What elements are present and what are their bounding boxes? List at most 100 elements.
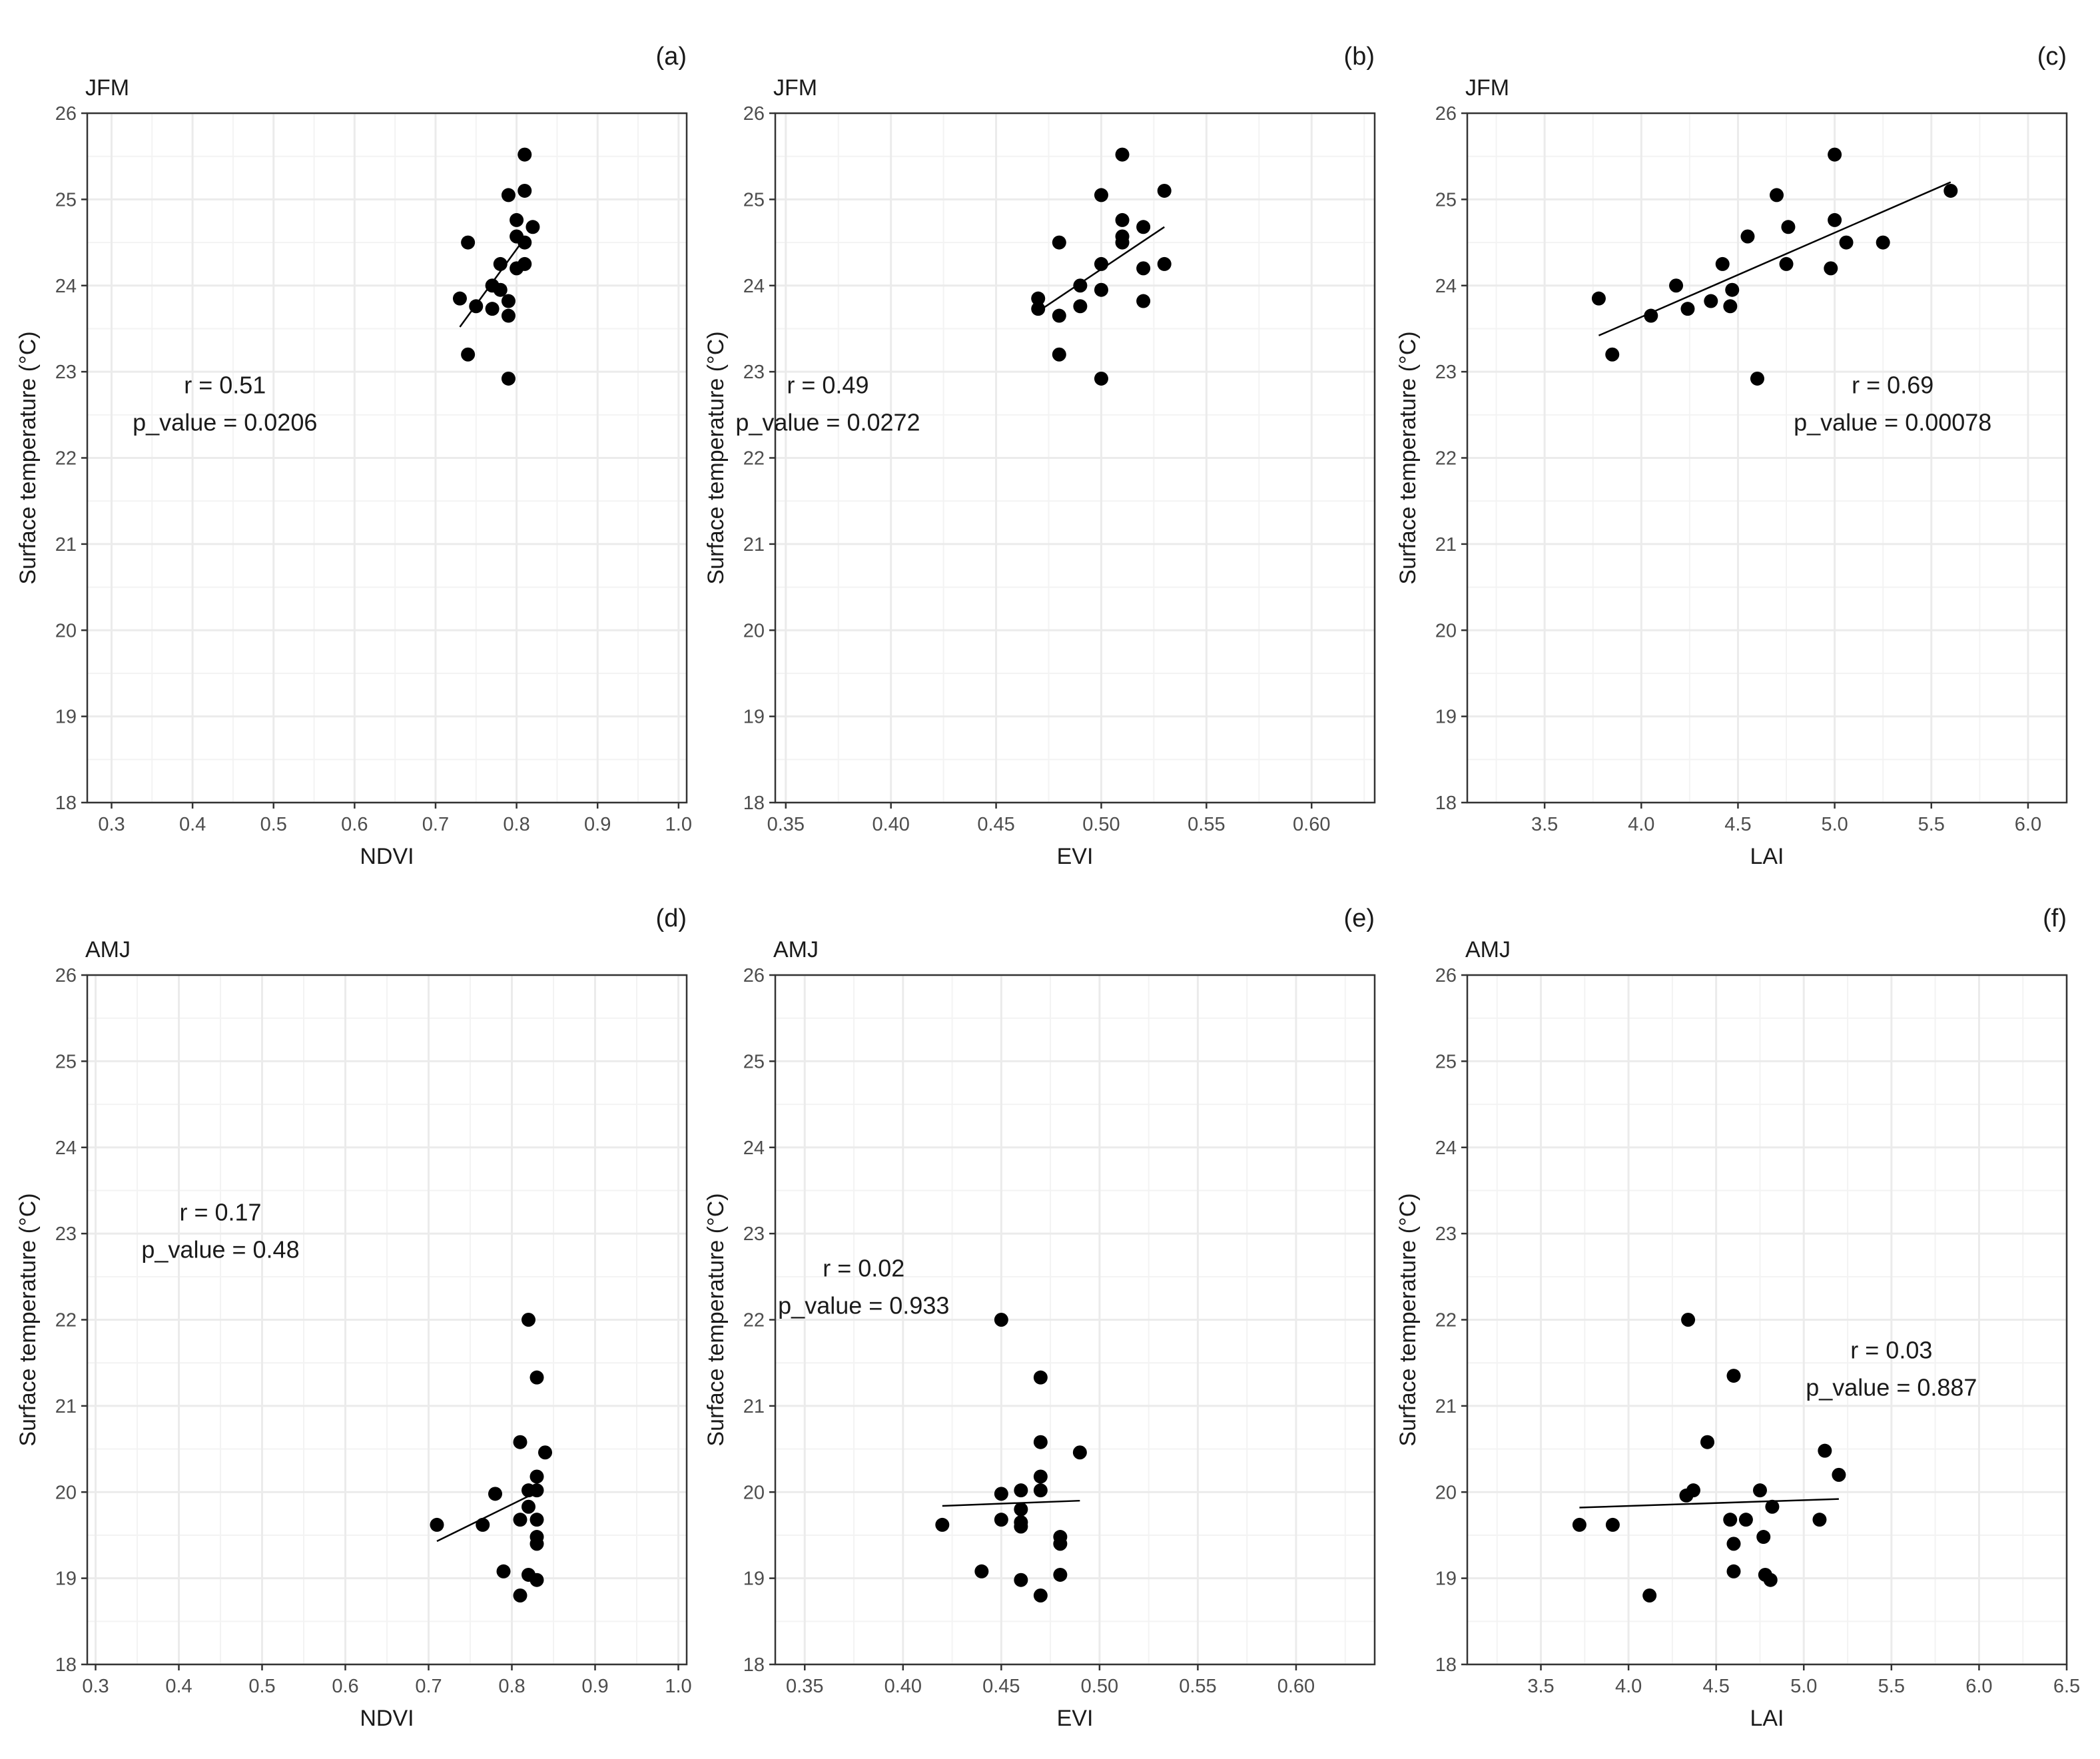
y-tick-label: 23 (55, 362, 77, 383)
data-point (513, 1588, 527, 1602)
y-tick-label: 21 (1435, 534, 1457, 555)
y-tick-label: 24 (55, 1138, 77, 1159)
data-point (1679, 1488, 1694, 1503)
data-point (1157, 183, 1172, 198)
data-point (510, 212, 524, 227)
data-point (1781, 220, 1796, 234)
y-tick-label: 21 (743, 1396, 765, 1417)
y-tick-label: 24 (743, 1138, 765, 1159)
data-point (1094, 256, 1108, 271)
data-point (1818, 1443, 1832, 1458)
y-tick-label: 23 (1435, 1224, 1457, 1245)
y-axis-title: Surface temperature (°C) (1395, 1193, 1421, 1446)
x-tick-label: 0.45 (977, 814, 1014, 835)
y-tick-label: 26 (55, 965, 77, 986)
y-tick-label: 20 (743, 1482, 765, 1503)
scatter-panel: 0.35 0.40 0.45 0.50 0.55 0.60 18 19 20 21 22 23 24 25… (703, 43, 1376, 869)
y-tick-label: 19 (55, 707, 77, 728)
y-tick-label: 20 (55, 1482, 77, 1503)
y-axis-title: Surface temperature (°C) (15, 331, 41, 584)
x-tick-label: 1.0 (665, 814, 692, 835)
data-point (1828, 212, 1842, 227)
x-axis-title: NDVI (360, 844, 414, 869)
y-tick-label: 23 (1435, 362, 1457, 383)
y-tick-label: 20 (1435, 1482, 1457, 1503)
data-point (469, 299, 484, 314)
data-point (1828, 147, 1842, 162)
x-tick-label: 0.60 (1293, 814, 1330, 835)
data-point (1752, 1483, 1767, 1498)
data-point (1812, 1513, 1827, 1527)
x-tick-label: 3.5 (1531, 814, 1558, 835)
data-point (1136, 220, 1151, 234)
data-point (1072, 1445, 1087, 1460)
stat-p-label: p_value = 0.887 (1806, 1374, 1977, 1401)
y-tick-label: 22 (743, 1310, 765, 1331)
data-point (1031, 302, 1046, 316)
y-tick-label: 21 (55, 1396, 77, 1417)
data-point (1723, 299, 1738, 314)
data-point (1726, 1537, 1741, 1551)
data-point (518, 183, 532, 198)
data-point (510, 261, 524, 276)
stat-p-label: p_value = 0.48 (141, 1236, 299, 1263)
x-tick-label: 6.0 (1965, 1676, 1992, 1697)
x-tick-label: 0.50 (1082, 814, 1120, 835)
data-point (1591, 291, 1606, 306)
data-point (1033, 1435, 1048, 1449)
panel-tag: (b) (1344, 43, 1375, 71)
scatter-panel: 0.3 0.4 0.5 0.6 0.7 0.8 0.9 1.0 18 19 20 21 22 23 24 25… (15, 43, 692, 869)
data-point (493, 282, 508, 297)
data-point (493, 256, 508, 271)
stat-p-label: p_value = 0.00078 (1794, 408, 1991, 436)
x-tick-label: 0.3 (82, 1676, 109, 1697)
data-point (1832, 1467, 1846, 1482)
data-point (518, 147, 532, 162)
x-tick-label: 0.6 (332, 1676, 358, 1697)
x-tick-label: 0.45 (982, 1676, 1020, 1697)
data-point (1680, 302, 1695, 316)
data-point (1715, 256, 1730, 271)
y-tick-label: 20 (55, 620, 77, 641)
x-axis-title: NDVI (360, 1706, 414, 1731)
x-tick-label: 0.9 (584, 814, 611, 835)
season-label: JFM (85, 75, 129, 101)
panel-tag: (c) (2037, 43, 2067, 71)
y-axis-title: Surface temperature (°C) (703, 331, 729, 584)
x-tick-label: 0.3 (98, 814, 125, 835)
data-point (1644, 308, 1658, 323)
y-tick-label: 26 (55, 103, 77, 125)
x-tick-label: 4.0 (1628, 814, 1654, 835)
x-tick-label: 5.0 (1821, 814, 1848, 835)
y-tick-label: 19 (743, 1569, 765, 1590)
data-point (529, 1513, 544, 1527)
data-point (1094, 188, 1108, 202)
data-point (525, 220, 540, 234)
y-tick-label: 18 (55, 1654, 77, 1676)
data-point (1605, 347, 1620, 362)
x-tick-label: 0.55 (1179, 1676, 1216, 1697)
x-tick-label: 0.7 (415, 1676, 442, 1697)
y-tick-label: 24 (55, 276, 77, 297)
data-point (974, 1564, 989, 1579)
data-point (1876, 235, 1890, 250)
y-tick-label: 22 (743, 448, 765, 470)
stat-r-label: r = 0.02 (823, 1255, 904, 1282)
data-point (1052, 308, 1066, 323)
x-tick-label: 0.5 (248, 1676, 275, 1697)
data-point (1681, 1313, 1696, 1327)
data-point (1073, 299, 1088, 314)
data-point (1115, 235, 1130, 250)
y-tick-label: 19 (1435, 707, 1457, 728)
data-point (452, 291, 467, 306)
x-tick-label: 0.8 (498, 1676, 525, 1697)
y-tick-label: 21 (55, 534, 77, 555)
data-point (430, 1517, 444, 1532)
stat-r-label: r = 0.51 (184, 371, 266, 398)
x-axis-title: EVI (1057, 844, 1094, 869)
y-tick-label: 20 (1435, 620, 1457, 641)
x-axis-title: EVI (1057, 1706, 1094, 1731)
data-point (1136, 261, 1151, 276)
regression-line (1579, 1498, 1839, 1509)
data-point (529, 1537, 544, 1551)
